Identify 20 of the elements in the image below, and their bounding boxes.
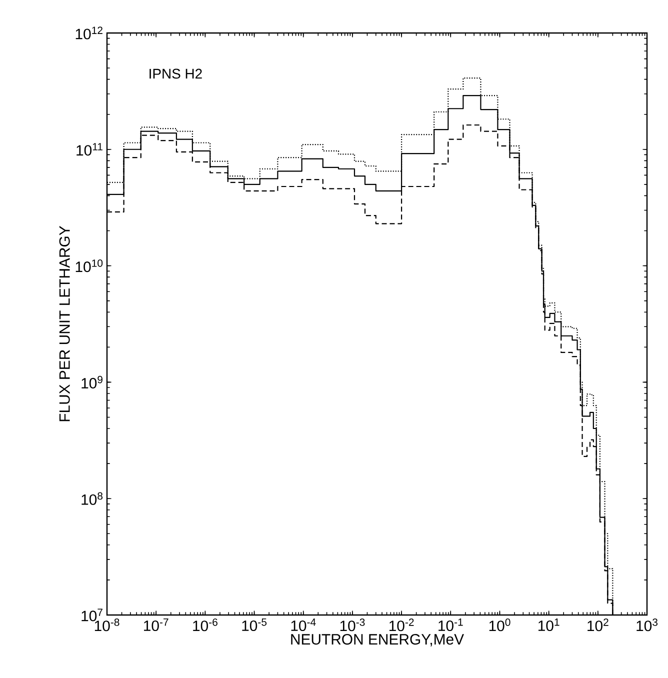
x-tick-label: 10$^{-5}$ <box>242 618 267 632</box>
x-tick-label: 10$^{-6}$ <box>193 618 218 632</box>
x-tick-label: 10$^{-4}$ <box>291 618 316 632</box>
x-tick-label: 10$^{1}$ <box>538 618 560 632</box>
y-tick-label: 10$^{11}$ <box>76 143 102 156</box>
annotation: IPNS H2 <box>150 68 202 79</box>
x-tick-label: 10$^{-7}$ <box>144 618 168 632</box>
x-axis-title: NEUTRON ENERGY,MeV <box>291 634 464 646</box>
y-axis-title: FLUX PER UNIT LETHARGY <box>59 226 70 422</box>
x-tick-label: 10$^{-3}$ <box>340 618 365 632</box>
x-tick-label: 10$^{-2}$ <box>389 618 414 632</box>
y-tick-label: 10$^{10}$ <box>76 259 103 272</box>
y-tick-label: 10$^{9}$ <box>82 376 102 389</box>
y-tick-label: 10$^{12}$ <box>76 26 102 40</box>
x-tick-label: 10$^{3}$ <box>636 618 658 632</box>
x-tick-label: 10$^{-1}$ <box>438 618 463 632</box>
x-tick-label: 10$^{2}$ <box>588 618 608 632</box>
y-tick-label: 10$^{8}$ <box>82 492 103 505</box>
x-tick-label: 10$^{0}$ <box>489 618 510 632</box>
y-tick-label: 10$^{7}$ <box>82 608 102 622</box>
